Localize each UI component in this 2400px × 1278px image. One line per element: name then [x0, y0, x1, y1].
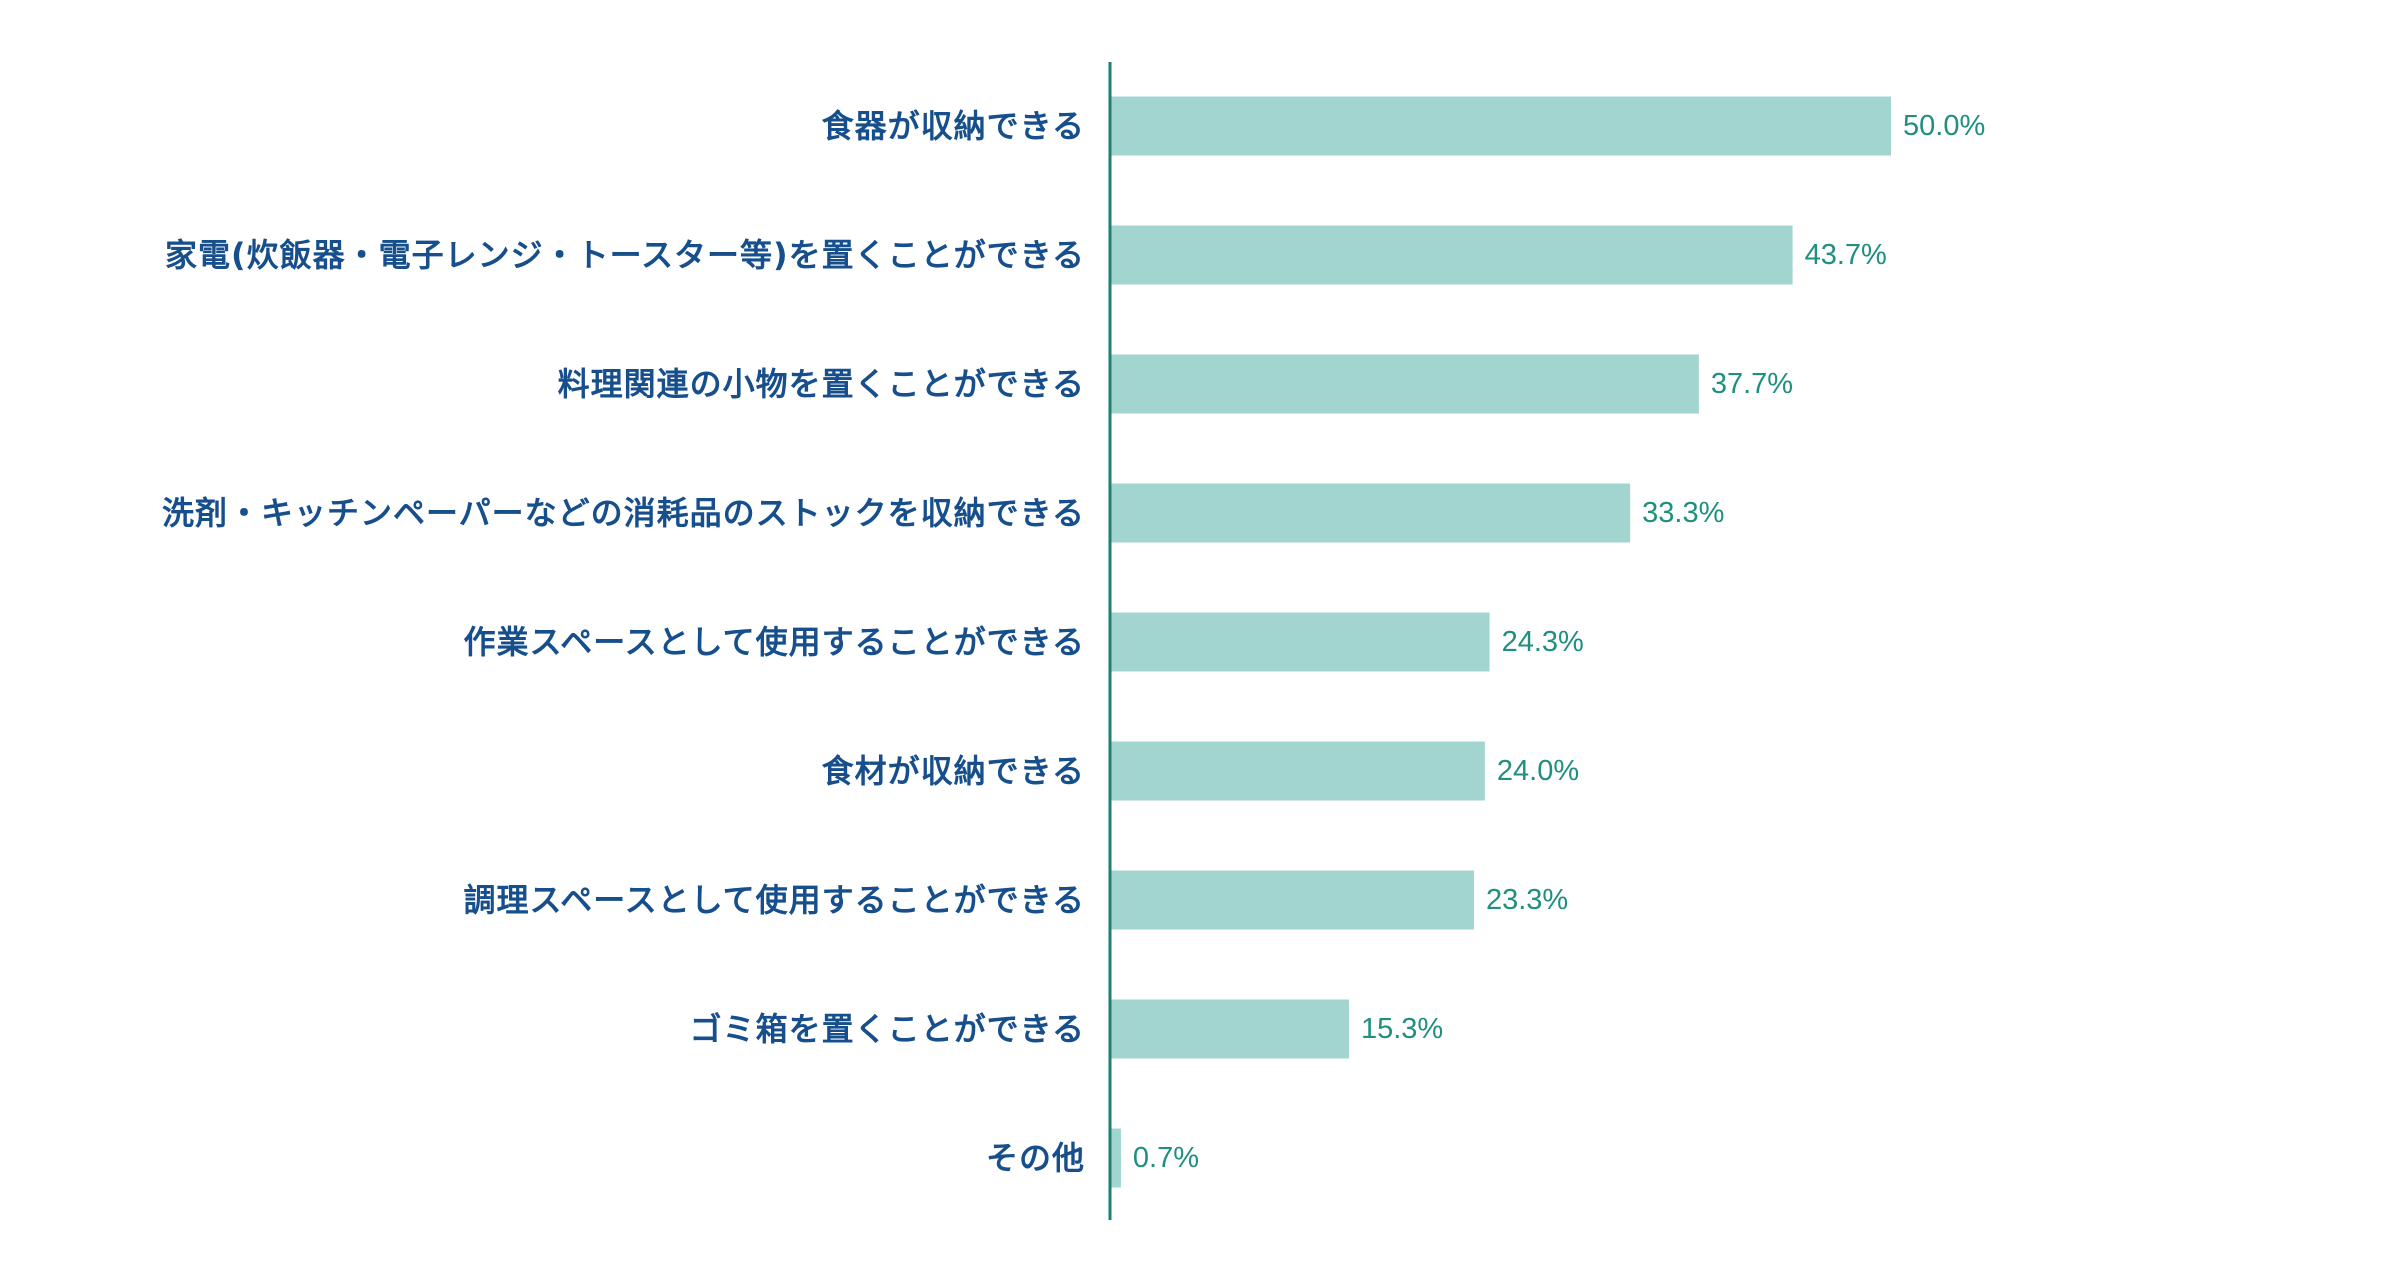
bar-7 — [1110, 870, 1474, 930]
value-label-5: 24.3% — [1502, 626, 1584, 658]
category-label-4: 洗剤・キッチンペーパーなどの消耗品のストックを収納できる — [162, 494, 1085, 532]
bar-1 — [1110, 96, 1891, 156]
bar-5 — [1110, 612, 1490, 672]
category-label-9: その他 — [986, 1139, 1085, 1177]
value-label-6: 24.0% — [1497, 755, 1579, 787]
value-labels-layer: 50.0% 43.7% 37.7% 33.3% 24.3% 24.0% 23.3% 15.3%… — [1133, 110, 1985, 1174]
category-labels-layer: 食器が収納できる家電(炊飯器・電子レンジ・トースター等)を置くことができる料理関… — [162, 107, 1085, 1177]
category-label-6: 食材が収納できる — [822, 752, 1085, 790]
value-label-8: 15.3% — [1361, 1013, 1443, 1045]
bar-9 — [1110, 1128, 1121, 1188]
value-label-9: 0.7% — [1133, 1142, 1199, 1174]
category-label-8: ゴミ箱を置くことができる — [690, 1010, 1085, 1048]
category-label-2: 家電(炊飯器・電子レンジ・トースター等)を置くことができる — [165, 236, 1085, 274]
value-label-2: 43.7% — [1805, 239, 1887, 271]
category-label-3: 料理関連の小物を置くことができる — [558, 365, 1085, 403]
bar-4 — [1110, 483, 1631, 543]
category-label-5: 作業スペースとして使用することができる — [463, 623, 1085, 661]
value-label-7: 23.3% — [1486, 884, 1568, 916]
bar-8 — [1110, 999, 1349, 1059]
category-label-7: 調理スペースとして使用することができる — [463, 881, 1085, 919]
value-label-3: 37.7% — [1711, 368, 1793, 400]
value-label-4: 33.3% — [1642, 497, 1724, 529]
bar-2 — [1110, 225, 1793, 285]
bar-6 — [1110, 741, 1485, 801]
bar-3 — [1110, 354, 1699, 414]
value-label-1: 50.0% — [1903, 110, 1985, 142]
category-label-1: 食器が収納できる — [822, 107, 1085, 145]
bars-layer — [1110, 96, 1891, 1188]
